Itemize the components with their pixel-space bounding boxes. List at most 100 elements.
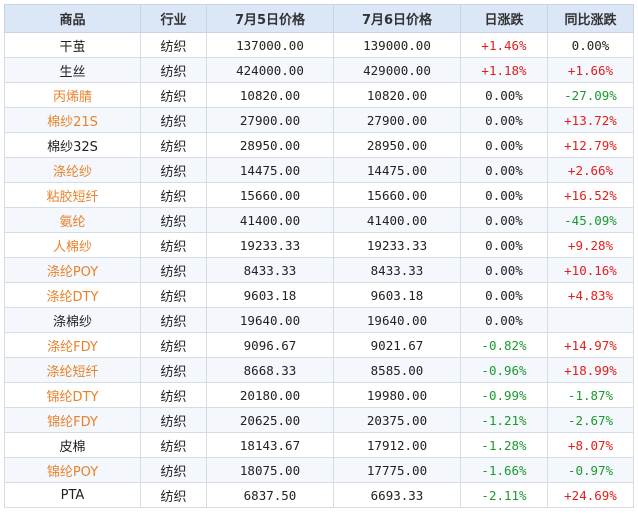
commodity-name[interactable]: 丙烯腈 (4, 82, 141, 108)
commodity-name[interactable]: 氨纶 (4, 207, 141, 233)
table-row: 皮棉 纺织 18143.67 17912.00 -1.28% +8.07% (4, 432, 634, 458)
commodity-name[interactable]: 涤纶DTY (4, 282, 141, 308)
industry-cell: 纺织 (140, 307, 207, 333)
table-row: 干茧 纺织 137000.00 139000.00 +1.46% 0.00% (4, 32, 634, 58)
price-jul5-cell: 424000.00 (206, 57, 334, 83)
daily-change-cell: 0.00% (460, 232, 548, 258)
price-jul5-cell: 18143.67 (206, 432, 334, 458)
table-row: 棉纱21S 纺织 27900.00 27900.00 0.00% +13.72% (4, 107, 634, 133)
commodity-name[interactable]: 涤纶FDY (4, 332, 141, 358)
price-jul5-cell: 28950.00 (206, 132, 334, 158)
yoy-change-cell: +1.66% (547, 57, 634, 83)
yoy-change-cell: +8.07% (547, 432, 634, 458)
industry-cell: 纺织 (140, 132, 207, 158)
daily-change-cell: 0.00% (460, 207, 548, 233)
price-jul6-cell: 17775.00 (333, 457, 461, 483)
price-jul5-cell: 15660.00 (206, 182, 334, 208)
commodity-name: 涤棉纱 (4, 307, 141, 333)
yoy-change-cell: +16.52% (547, 182, 634, 208)
price-jul5-cell: 9096.67 (206, 332, 334, 358)
industry-cell: 纺织 (140, 357, 207, 383)
commodity-name[interactable]: 锦纶DTY (4, 382, 141, 408)
industry-cell: 纺织 (140, 207, 207, 233)
price-jul5-cell: 137000.00 (206, 32, 334, 58)
daily-change-cell: 0.00% (460, 307, 548, 333)
daily-change-cell: -1.28% (460, 432, 548, 458)
yoy-change-cell: 0.00% (547, 32, 634, 58)
table-row: 锦纶POY 纺织 18075.00 17775.00 -1.66% -0.97% (4, 457, 634, 483)
col-header-price-jul5: 7月5日价格 (206, 4, 334, 33)
price-jul5-cell: 20625.00 (206, 407, 334, 433)
price-jul5-cell: 27900.00 (206, 107, 334, 133)
table-row: 涤纶POY 纺织 8433.33 8433.33 0.00% +10.16% (4, 257, 634, 283)
price-jul5-cell: 20180.00 (206, 382, 334, 408)
industry-cell: 纺织 (140, 457, 207, 483)
daily-change-cell: -1.66% (460, 457, 548, 483)
col-header-daily-change: 日涨跌 (460, 4, 548, 33)
table-row: 涤纶短纤 纺织 8668.33 8585.00 -0.96% +18.99% (4, 357, 634, 383)
industry-cell: 纺织 (140, 157, 207, 183)
commodity-name[interactable]: 涤纶纱 (4, 157, 141, 183)
price-jul6-cell: 8585.00 (333, 357, 461, 383)
price-jul5-cell: 8668.33 (206, 357, 334, 383)
price-jul5-cell: 18075.00 (206, 457, 334, 483)
price-jul6-cell: 27900.00 (333, 107, 461, 133)
table-row: 丙烯腈 纺织 10820.00 10820.00 0.00% -27.09% (4, 82, 634, 108)
industry-cell: 纺织 (140, 232, 207, 258)
yoy-change-cell: -1.87% (547, 382, 634, 408)
price-jul6-cell: 19233.33 (333, 232, 461, 258)
industry-cell: 纺织 (140, 282, 207, 308)
commodity-name: 棉纱32S (4, 132, 141, 158)
yoy-change-cell: +18.99% (547, 357, 634, 383)
commodity-name[interactable]: 涤纶POY (4, 257, 141, 283)
daily-change-cell: 0.00% (460, 132, 548, 158)
yoy-change-cell: +9.28% (547, 232, 634, 258)
daily-change-cell: +1.18% (460, 57, 548, 83)
commodity-name[interactable]: 锦纶POY (4, 457, 141, 483)
table-row: 涤纶DTY 纺织 9603.18 9603.18 0.00% +4.83% (4, 282, 634, 308)
yoy-change-cell (547, 307, 634, 333)
price-jul6-cell: 19640.00 (333, 307, 461, 333)
yoy-change-cell: -0.97% (547, 457, 634, 483)
price-table: 商品 行业 7月5日价格 7月6日价格 日涨跌 同比涨跌 干茧 纺织 137000.… (4, 4, 634, 508)
industry-cell: 纺织 (140, 432, 207, 458)
industry-cell: 纺织 (140, 57, 207, 83)
industry-cell: 纺织 (140, 182, 207, 208)
commodity-name[interactable]: 锦纶FDY (4, 407, 141, 433)
yoy-change-cell: -2.67% (547, 407, 634, 433)
price-jul5-cell: 10820.00 (206, 82, 334, 108)
daily-change-cell: 0.00% (460, 257, 548, 283)
daily-change-cell: 0.00% (460, 282, 548, 308)
daily-change-cell: -0.82% (460, 332, 548, 358)
price-jul6-cell: 19980.00 (333, 382, 461, 408)
price-jul5-cell: 14475.00 (206, 157, 334, 183)
price-jul6-cell: 10820.00 (333, 82, 461, 108)
yoy-change-cell: +10.16% (547, 257, 634, 283)
daily-change-cell: 0.00% (460, 82, 548, 108)
daily-change-cell: 0.00% (460, 107, 548, 133)
price-jul5-cell: 41400.00 (206, 207, 334, 233)
commodity-name[interactable]: 粘胶短纤 (4, 182, 141, 208)
price-jul6-cell: 15660.00 (333, 182, 461, 208)
industry-cell: 纺织 (140, 407, 207, 433)
price-jul6-cell: 9603.18 (333, 282, 461, 308)
commodity-name[interactable]: 涤纶短纤 (4, 357, 141, 383)
col-header-price-jul6: 7月6日价格 (333, 4, 461, 33)
commodity-name: 生丝 (4, 57, 141, 83)
table-row: 锦纶FDY 纺织 20625.00 20375.00 -1.21% -2.67% (4, 407, 634, 433)
daily-change-cell: 0.00% (460, 157, 548, 183)
table-row: 锦纶DTY 纺织 20180.00 19980.00 -0.99% -1.87% (4, 382, 634, 408)
commodity-name[interactable]: 棉纱21S (4, 107, 141, 133)
table-row: 涤纶FDY 纺织 9096.67 9021.67 -0.82% +14.97% (4, 332, 634, 358)
yoy-change-cell: +4.83% (547, 282, 634, 308)
yoy-change-cell: +12.79% (547, 132, 634, 158)
commodity-name[interactable]: 人棉纱 (4, 232, 141, 258)
yoy-change-cell: +14.97% (547, 332, 634, 358)
price-jul5-cell: 6837.50 (206, 482, 334, 508)
yoy-change-cell: +13.72% (547, 107, 634, 133)
daily-change-cell: 0.00% (460, 182, 548, 208)
table-row: 氨纶 纺织 41400.00 41400.00 0.00% -45.09% (4, 207, 634, 233)
industry-cell: 纺织 (140, 82, 207, 108)
col-header-industry: 行业 (140, 4, 207, 33)
industry-cell: 纺织 (140, 257, 207, 283)
